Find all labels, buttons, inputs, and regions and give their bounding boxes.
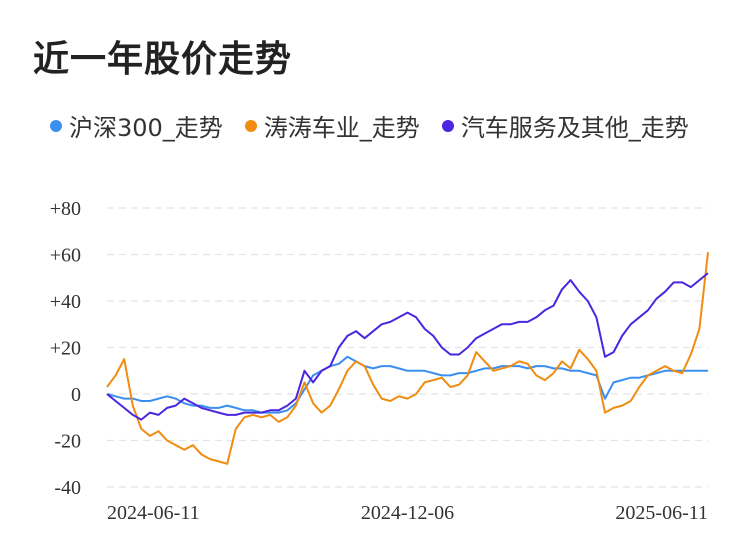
legend-dot-hs300: [50, 119, 62, 132]
y-tick-label: -20: [54, 431, 81, 453]
legend-label-taotao: 涛涛车业_走势: [263, 114, 420, 142]
x-tick-label: 2024-12-06: [361, 502, 454, 524]
series-line-sector: [106, 272, 709, 421]
legend-dot-taotao: [244, 119, 257, 132]
legend-dot-sector: [441, 119, 454, 132]
y-tick-label: +60: [50, 245, 81, 267]
x-tick-label: 2024-06-11: [107, 502, 200, 524]
legend-label-sector: 汽车服务及其他_走势: [460, 114, 689, 142]
y-tick-label: +80: [50, 198, 81, 220]
x-tick-label: 2025-06-11: [615, 502, 708, 524]
legend-item-sector[interactable]: 汽车服务及其他_走势: [441, 108, 689, 143]
y-tick-label: +40: [50, 291, 81, 313]
series-line-taotao: [106, 252, 709, 465]
y-tick-label: -40: [54, 477, 81, 499]
series-lines: [106, 252, 709, 465]
chart-title: 近一年股价走势: [33, 39, 293, 80]
y-tick-label: +20: [50, 338, 81, 360]
y-tick-label: 0: [71, 384, 81, 406]
series-line-hs300: [106, 355, 708, 414]
legend: 沪深300_走势 涛涛车业_走势 汽车服务及其他_走势: [50, 108, 711, 143]
legend-item-hs300[interactable]: 沪深300_走势: [50, 108, 223, 143]
x-axis: 2024-06-11 2024-12-06 2025-06-11: [107, 502, 708, 524]
legend-label-hs300: 沪深300_走势: [69, 114, 223, 142]
legend-item-taotao[interactable]: 涛涛车业_走势: [244, 108, 420, 143]
grid: [107, 207, 708, 488]
y-axis: +80 +60 +40 +20 0 -20 -40: [50, 198, 81, 499]
